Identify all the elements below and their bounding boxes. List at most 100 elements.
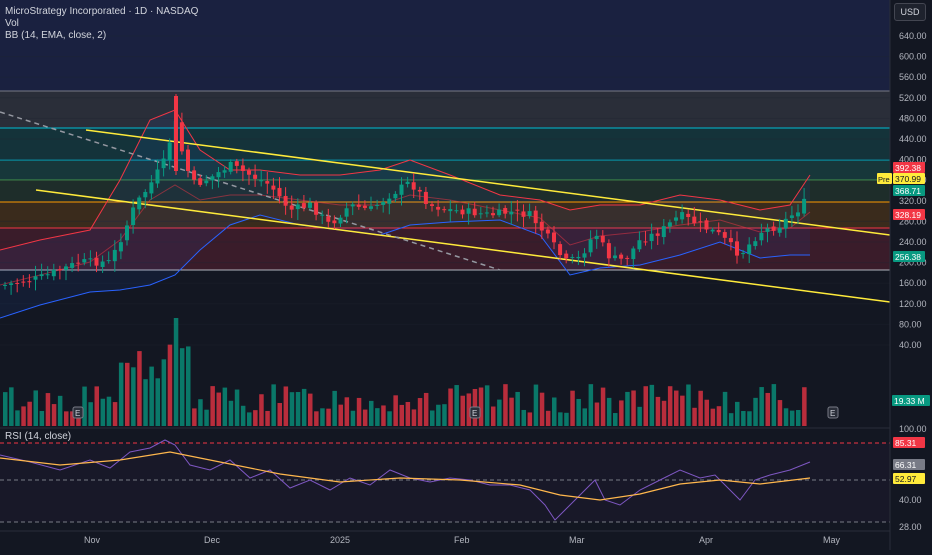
volume-bar [222, 387, 228, 426]
candle-body [70, 263, 75, 268]
volume-bar [515, 391, 520, 426]
rsi-badge-label: 66.31 [895, 460, 917, 470]
candle-body [39, 274, 44, 277]
volume-bar [375, 408, 380, 426]
candle-body [198, 178, 203, 185]
volume-bar [204, 409, 209, 426]
bb-indicator-label: BB (14, EMA, close, 2) [5, 30, 107, 41]
volume-bar [369, 400, 374, 426]
volume-bar [454, 385, 459, 426]
price-tick-label: 200.00 [899, 258, 927, 268]
candle-body [771, 226, 776, 231]
candle-body [301, 203, 306, 208]
candle-body [57, 269, 62, 271]
volume-bar [741, 411, 746, 426]
candle-body [692, 216, 697, 224]
candle-body [283, 195, 288, 206]
candle-body [15, 282, 20, 284]
candle-body [625, 257, 630, 259]
volume-bar [362, 409, 368, 426]
volume-bar [228, 400, 234, 426]
volume-bar [759, 387, 764, 426]
candle-body [680, 212, 685, 220]
candle-body [131, 207, 136, 226]
volume-bar [405, 401, 411, 426]
volume-bar [625, 391, 630, 426]
trendline-upper [85, 129, 891, 236]
volume-bar [765, 392, 770, 426]
price-tick-label: 320.00 [899, 196, 927, 206]
volume-bar [106, 396, 112, 426]
volume-bar [289, 392, 295, 426]
time-axis-label: 2025 [330, 535, 350, 545]
earnings-marker-1 [469, 406, 481, 419]
candle-body [76, 262, 81, 264]
candle-body [484, 212, 489, 214]
candle-body [661, 226, 666, 238]
volume-bar [783, 408, 789, 426]
volume-bar [478, 387, 484, 426]
candle-body [753, 241, 758, 247]
volume-bar [387, 411, 392, 426]
rsi-band [0, 443, 890, 522]
candle-body [509, 211, 514, 215]
candle-body [741, 253, 746, 255]
price-badge-label: 370.99 [895, 174, 921, 184]
volume-bar [680, 395, 685, 426]
price-badge [893, 185, 925, 196]
volume-bar [735, 401, 740, 426]
candle-body [295, 204, 300, 210]
bb-lower-line [0, 214, 810, 319]
candle-body [320, 214, 325, 216]
rsi-ma-line [0, 451, 811, 501]
candle-body [259, 180, 264, 182]
volume-bar [716, 406, 722, 426]
volume-bar [484, 385, 490, 426]
volume-bar [320, 408, 325, 426]
candle-body [33, 276, 38, 280]
candle-body [716, 229, 721, 233]
volume-bar [64, 411, 69, 426]
volume-bar [649, 384, 655, 426]
price-tick-label: 40.00 [899, 340, 922, 350]
volume-bar [466, 393, 472, 426]
candle-body [442, 209, 447, 211]
price-tick-label: 600.00 [899, 52, 927, 62]
rsi-tick-label: 40.00 [899, 495, 922, 505]
candle-body [161, 158, 166, 169]
volume-bar [570, 390, 575, 426]
candle-body [558, 244, 563, 256]
volume-bar [777, 400, 783, 426]
volume-bar [619, 400, 624, 426]
volume-bar [344, 397, 350, 426]
volume-bar [430, 410, 435, 426]
candle-body [179, 122, 184, 152]
volume-bar [234, 389, 240, 426]
volume-bar [600, 387, 606, 426]
volume-bar [692, 407, 697, 426]
volume-bar [613, 413, 618, 426]
candle-body [88, 258, 93, 260]
candle-body [436, 206, 441, 210]
candle-body [137, 197, 142, 210]
volume-bar [94, 386, 99, 426]
candle-body [338, 217, 343, 224]
bb-upper-line [0, 109, 811, 251]
time-axis-label: Mar [569, 535, 585, 545]
volume-bar [399, 404, 404, 426]
candle-body [210, 176, 215, 181]
price-tick-label: 120.00 [899, 299, 927, 309]
volume-bar [277, 402, 282, 426]
volume-bar [582, 408, 587, 426]
candle-body [472, 208, 477, 216]
candle-body [606, 243, 611, 259]
rsi-indicator-label: RSI (14, close) [5, 431, 72, 442]
volume-bar [247, 412, 252, 426]
earnings-marker-label-0: E [75, 409, 80, 418]
volume-bar [460, 395, 465, 426]
volume-bar [27, 401, 32, 426]
volume-bar [112, 402, 118, 426]
currency-button[interactable]: USD [894, 3, 926, 21]
